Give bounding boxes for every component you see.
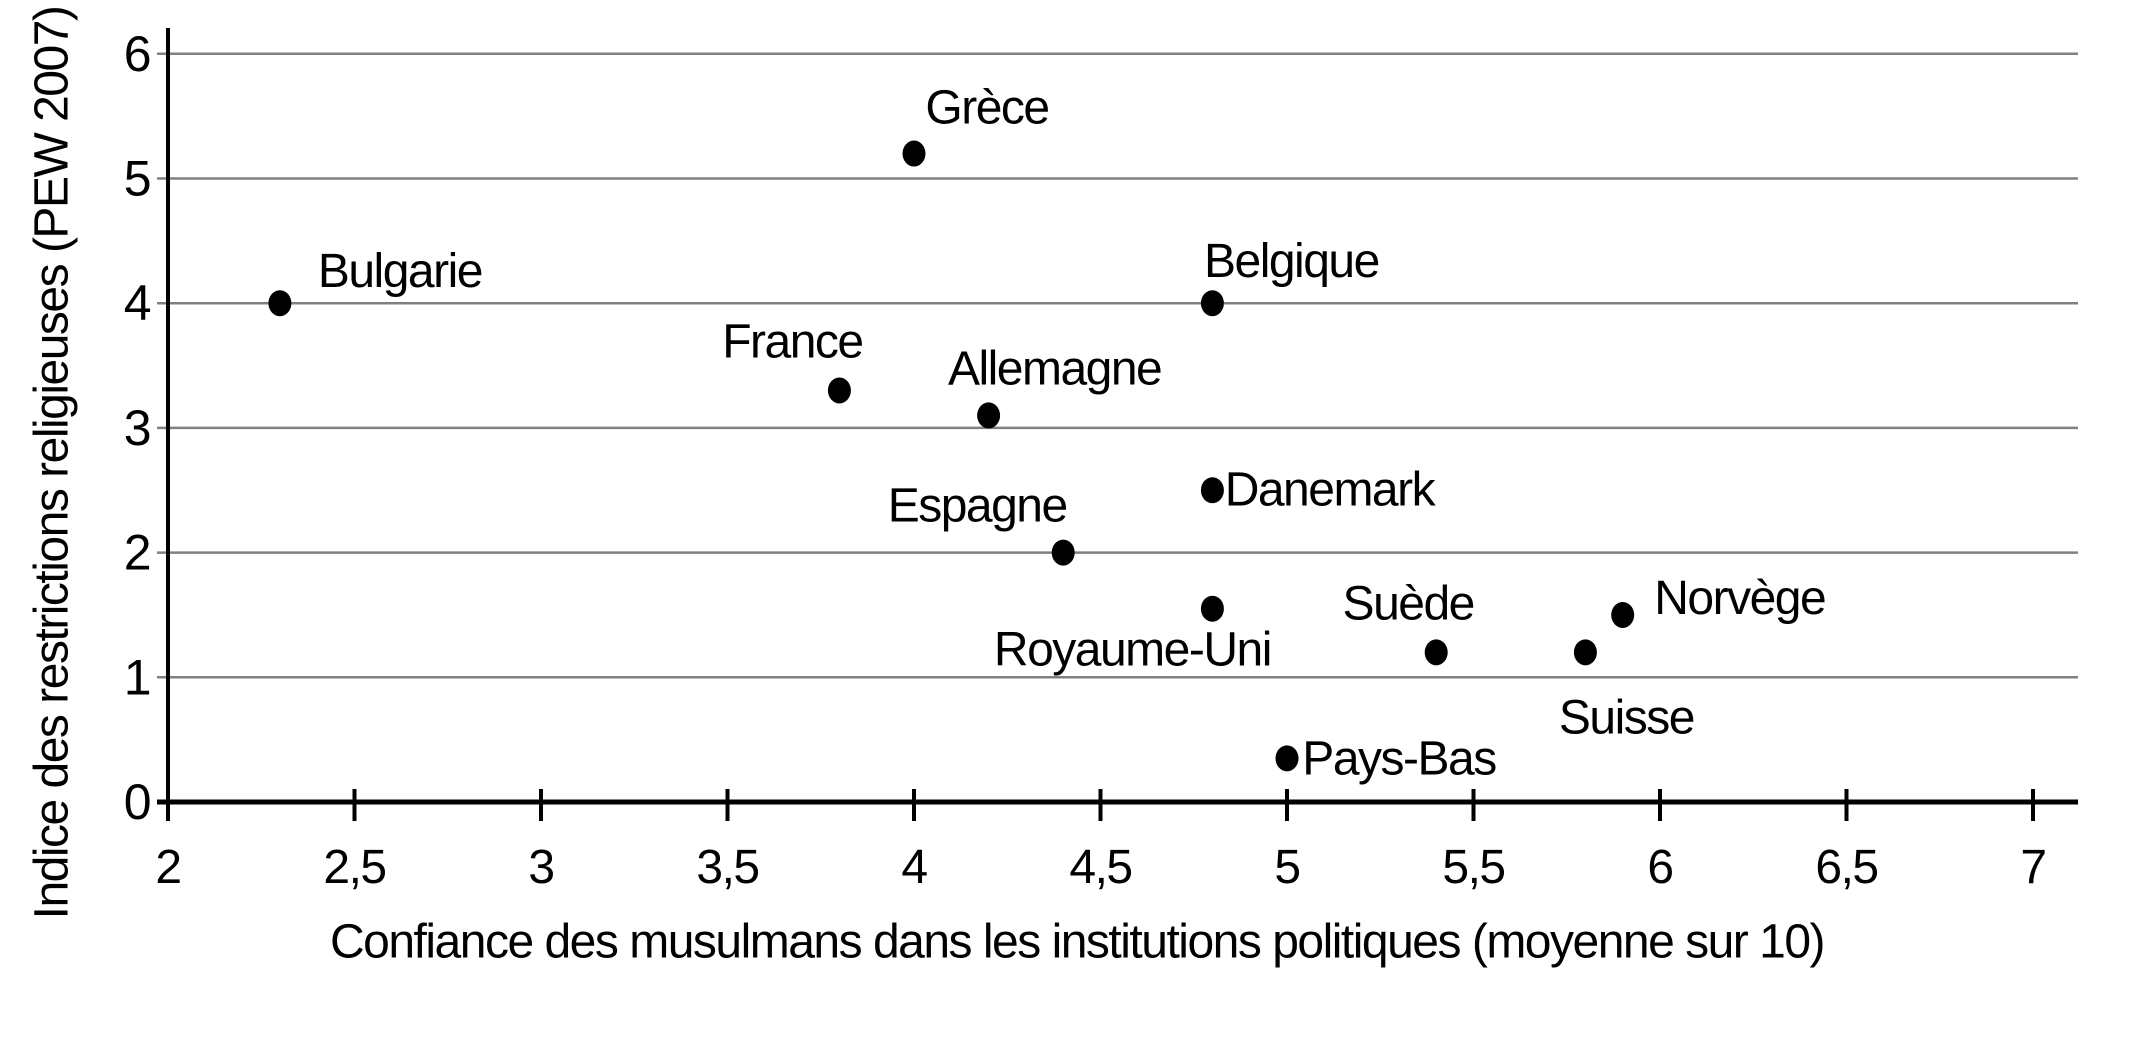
x-tick-label: 2 [155,841,180,894]
x-tick-label: 4,5 [1069,841,1131,894]
point-label: Allemagne [948,342,1161,395]
data-point [1275,745,1299,772]
point-label: Norvège [1654,572,1825,625]
x-tick-label: 4 [901,841,927,894]
data-point [1200,477,1224,504]
y-axis-title: Indice des restrictions religieuses (PEW… [25,6,79,920]
y-tick-label: 1 [124,649,150,705]
y-tick-label: 3 [124,400,150,456]
x-tick-label: 3 [528,841,553,894]
x-tick-label: 3,5 [696,841,758,894]
point-label: Belgique [1204,235,1379,288]
y-tick-label: 5 [124,151,150,207]
x-tick-label: 5 [1274,841,1299,894]
y-tick-label: 4 [124,275,151,331]
data-point [1200,290,1224,317]
data-point [1051,539,1075,566]
point-label: Espagne [888,480,1067,533]
x-tick-label: 2,5 [323,841,385,894]
point-label: Bulgarie [318,245,482,298]
data-point [827,377,851,404]
x-tick-label: 7 [2020,841,2045,894]
data-point [902,140,926,167]
x-tick-label: 6 [1647,841,1672,894]
y-tick-label: 6 [124,26,150,82]
x-tick-label: 6,5 [1815,841,1877,894]
point-label: France [722,315,862,368]
data-point [1611,601,1635,628]
y-tick-label: 0 [124,774,150,830]
point-label: Grèce [925,82,1048,135]
data-point [1200,595,1224,622]
data-point [1573,639,1597,666]
data-point [268,290,292,317]
x-axis-title: Confiance des musulmans dans les institu… [330,915,1826,969]
y-tick-label: 2 [124,525,150,581]
point-label: Royaume-Uni [994,624,1271,677]
data-point [1424,639,1448,666]
point-label: Danemark [1225,463,1437,516]
point-label: Pays-Bas [1302,732,1496,785]
point-label: Suisse [1559,691,1694,744]
point-label: Suède [1343,577,1474,630]
x-tick-label: 5,5 [1442,841,1504,894]
data-point [977,402,1001,429]
